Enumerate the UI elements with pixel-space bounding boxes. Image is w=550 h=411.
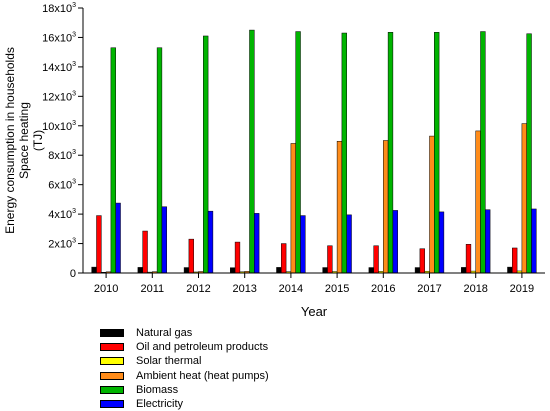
legend-label: Biomass xyxy=(136,383,179,396)
legend-item: Natural gas xyxy=(100,326,269,340)
bar-ambient-heat-heat-pumps--2015 xyxy=(336,140,343,274)
bar-electricity-2017 xyxy=(438,211,445,274)
y-tick-label: 4x103 xyxy=(48,208,76,221)
x-tick-label: 2014 xyxy=(279,283,303,295)
legend-label: Electricity xyxy=(136,398,184,411)
bar-natural-gas-2010 xyxy=(91,266,97,274)
bar-oil-and-petroleum-products-2010 xyxy=(96,215,102,274)
bar-electricity-2019 xyxy=(531,208,537,274)
legend-item: Electricity xyxy=(100,397,269,411)
y-axis-title-line: Energy consumption in households xyxy=(3,47,17,234)
bar-ambient-heat-heat-pumps--2014 xyxy=(290,143,296,274)
legend-item: Ambient heat (heat pumps) xyxy=(100,369,269,383)
bar-oil-and-petroleum-products-2014 xyxy=(281,243,287,274)
bar-natural-gas-2011 xyxy=(137,267,143,274)
y-tick-label: 16x103 xyxy=(42,31,76,44)
legend-label: Solar thermal xyxy=(136,355,202,368)
bar-electricity-2015 xyxy=(346,214,352,274)
bar-electricity-2018 xyxy=(485,209,491,274)
bar-electricity-2012 xyxy=(207,210,214,274)
x-tick-label: 2018 xyxy=(463,283,487,295)
bar-biomass-2012 xyxy=(203,35,209,274)
legend: Natural gas Oil and petroleum products Sol… xyxy=(100,326,269,411)
bar-natural-gas-2018 xyxy=(461,267,467,274)
legend-label: Natural gas xyxy=(136,327,193,340)
axes-layer xyxy=(78,7,545,278)
bar-natural-gas-2012 xyxy=(183,267,190,274)
bar-biomass-2016 xyxy=(387,32,394,274)
bar-natural-gas-2017 xyxy=(414,267,421,274)
legend-item: Solar thermal xyxy=(100,354,269,368)
x-tick-label: 2012 xyxy=(186,283,210,295)
bar-oil-and-petroleum-products-2018 xyxy=(465,244,472,274)
bar-biomass-2014 xyxy=(295,31,301,274)
legend-swatch xyxy=(100,400,124,409)
bar-ambient-heat-heat-pumps--2018 xyxy=(475,130,481,274)
x-tick-label: 2010 xyxy=(94,283,118,295)
legend-swatch xyxy=(100,371,124,380)
legend-label: Oil and petroleum products xyxy=(136,341,269,354)
bar-electricity-2016 xyxy=(392,210,398,274)
y-axis-title-line: Space heating xyxy=(17,102,31,179)
y-tick-label: 6x103 xyxy=(48,179,76,192)
legend-swatch xyxy=(100,385,124,394)
y-axis-title-line: (TJ) xyxy=(31,130,45,151)
bar-biomass-2017 xyxy=(434,32,440,274)
legend-swatch xyxy=(100,357,124,366)
bar-chart: 0 2x103 4x103 6x103 8x103 10x103 12x103 14x103 1… xyxy=(3,2,545,319)
bar-natural-gas-2015 xyxy=(322,267,328,274)
y-tick-label: 8x103 xyxy=(48,149,76,162)
bar-oil-and-petroleum-products-2012 xyxy=(188,238,194,274)
y-tick-label: 18x103 xyxy=(42,2,76,15)
x-tick-label: 2013 xyxy=(232,283,256,295)
bar-biomass-2015 xyxy=(341,32,347,274)
bar-electricity-2013 xyxy=(254,213,260,274)
y-tick-label: 12x103 xyxy=(42,90,76,103)
bar-natural-gas-2016 xyxy=(368,267,374,274)
y-tick-label: 2x103 xyxy=(48,238,76,251)
bar-natural-gas-2013 xyxy=(230,267,236,274)
bar-electricity-2010 xyxy=(115,202,121,274)
x-tick-label: 2011 xyxy=(140,283,164,295)
legend-item: Biomass xyxy=(100,383,269,397)
x-tick-label: 2019 xyxy=(510,283,534,295)
x-tick-label: 2016 xyxy=(371,283,395,295)
bar-biomass-2010 xyxy=(110,47,116,274)
bar-oil-and-petroleum-products-2011 xyxy=(142,230,148,274)
y-tick-label: 0 xyxy=(70,268,76,280)
bar-biomass-2019 xyxy=(526,33,532,274)
x-tick-label: 2015 xyxy=(325,283,349,295)
bar-biomass-2013 xyxy=(249,29,255,274)
labels-layer: 0 2x103 4x103 6x103 8x103 10x103 12x103 14x103 1… xyxy=(3,2,534,319)
legend-swatch xyxy=(100,329,124,338)
y-tick-label: 14x103 xyxy=(42,61,76,74)
x-tick-label: 2017 xyxy=(417,283,441,295)
bar-ambient-heat-heat-pumps--2019 xyxy=(521,123,527,274)
bar-natural-gas-2019 xyxy=(507,266,513,274)
x-axis-title: Year xyxy=(301,304,328,319)
legend-label: Ambient heat (heat pumps) xyxy=(136,369,269,382)
bar-oil-and-petroleum-products-2013 xyxy=(234,241,241,274)
bar-biomass-2011 xyxy=(156,47,163,274)
bar-oil-and-petroleum-products-2019 xyxy=(512,247,518,274)
y-tick-label: 10x103 xyxy=(42,120,76,133)
bars-layer xyxy=(91,29,537,274)
bar-ambient-heat-heat-pumps--2017 xyxy=(429,135,435,274)
bar-oil-and-petroleum-products-2017 xyxy=(419,248,425,274)
bar-biomass-2018 xyxy=(480,31,486,274)
bar-ambient-heat-heat-pumps--2016 xyxy=(383,140,389,274)
legend-swatch xyxy=(100,343,124,352)
bar-electricity-2014 xyxy=(300,215,306,274)
bar-oil-and-petroleum-products-2015 xyxy=(327,245,333,274)
bar-electricity-2011 xyxy=(161,206,167,274)
legend-item: Oil and petroleum products xyxy=(100,340,269,354)
bar-oil-and-petroleum-products-2016 xyxy=(373,245,379,274)
bar-natural-gas-2014 xyxy=(276,267,282,274)
